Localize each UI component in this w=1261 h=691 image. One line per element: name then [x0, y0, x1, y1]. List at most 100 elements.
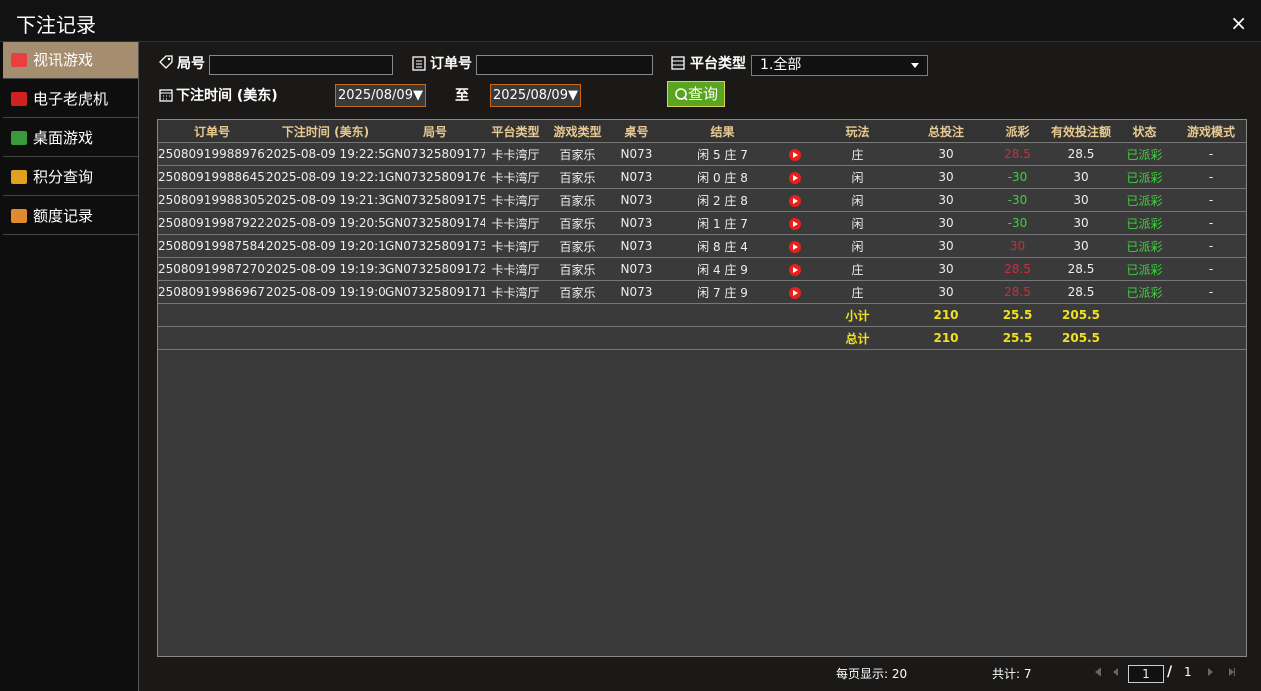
date-to[interactable]: 2025/08/09▼: [490, 84, 581, 107]
cell: GN07325809175: [385, 188, 485, 212]
summary-total: 210: [906, 303, 986, 327]
record-count: 共计: 7: [992, 667, 1032, 681]
video-cell: [781, 211, 809, 235]
cell: 28.5: [986, 257, 1049, 281]
cell: 250809199883050: [158, 188, 266, 212]
calendar-icon: [159, 89, 173, 102]
column-header: 平台类型: [485, 120, 546, 143]
table-row: 250809199886452 2025-08-09 19:22:12 GN0732…: [158, 165, 1246, 189]
cell: 250809199879224: [158, 211, 266, 235]
sidebar-item[interactable]: 积分查询: [3, 159, 138, 196]
icon-column-header: [781, 120, 809, 143]
sidebar-item[interactable]: 额度记录: [3, 198, 138, 235]
platform-label: 平台类型: [690, 56, 746, 72]
cell: GN07325809177: [385, 142, 485, 166]
title: 下注记录: [16, 13, 96, 37]
doc-icon: [412, 56, 426, 71]
page-input[interactable]: 1: [1128, 665, 1164, 683]
cell: 百家乐: [546, 188, 609, 212]
sidebar-icon: [11, 131, 27, 145]
column-header: 总投注: [906, 120, 986, 143]
cell: 30: [906, 257, 986, 281]
cell: 2025-08-09 19:20:15: [266, 234, 385, 258]
cell: 250809199889769: [158, 142, 266, 166]
cell: 28.5: [986, 280, 1049, 304]
sidebar-item[interactable]: 视讯游戏: [3, 42, 138, 79]
cell: N073: [609, 165, 664, 189]
search-button[interactable]: 查询: [667, 81, 725, 107]
video-cell: [781, 165, 809, 189]
sidebar-label: 积分查询: [33, 168, 94, 186]
time-label: 下注时间 (美东): [176, 88, 278, 104]
summary-payout: 25.5: [986, 326, 1049, 350]
video-button[interactable]: [789, 286, 801, 299]
cell: 庄: [809, 257, 906, 281]
column-header: 结果: [664, 120, 781, 143]
video-button[interactable]: [789, 240, 801, 253]
cell: 卡卡湾厅: [485, 211, 546, 235]
cell: 30: [906, 142, 986, 166]
sidebar: 视讯游戏 电子老虎机桌面游戏积分查询额度记录: [0, 42, 139, 691]
order-label: 订单号: [430, 56, 472, 72]
cell: 30: [906, 280, 986, 304]
video-button[interactable]: [789, 148, 801, 161]
cell: GN07325809171: [385, 280, 485, 304]
cell: -: [1176, 188, 1246, 212]
cell: 2025-08-09 19:21:35: [266, 188, 385, 212]
cell: 闲: [809, 165, 906, 189]
video-cell: [781, 280, 809, 304]
video-button[interactable]: [789, 171, 801, 184]
table-row: 250809199869677 2025-08-09 19:19:02 GN0732…: [158, 280, 1246, 304]
close-button[interactable]: ×: [1230, 11, 1247, 35]
cell: 百家乐: [546, 142, 609, 166]
cell: 闲 5 庄 7: [664, 142, 781, 166]
cell: 已派彩: [1113, 188, 1176, 212]
cell: 2025-08-09 19:19:02: [266, 280, 385, 304]
cell: 30: [986, 234, 1049, 258]
video-cell: [781, 257, 809, 281]
date-from[interactable]: 2025/08/09▼: [335, 84, 426, 107]
cell: 闲: [809, 211, 906, 235]
cell: 已派彩: [1113, 257, 1176, 281]
cell: -: [1176, 234, 1246, 258]
prev-buttons[interactable]: [1095, 667, 1125, 677]
next-buttons[interactable]: [1207, 667, 1239, 677]
cell: 30: [906, 165, 986, 189]
dropdown-arrow: [911, 63, 919, 68]
order-input[interactable]: [476, 55, 653, 75]
column-header: 有效投注额: [1049, 120, 1113, 143]
cell: GN07325809176: [385, 165, 485, 189]
cell: 250809199875840: [158, 234, 266, 258]
cell: -: [1176, 280, 1246, 304]
cell: -: [1176, 257, 1246, 281]
cell: 250809199872700: [158, 257, 266, 281]
cell: 闲 8 庄 4: [664, 234, 781, 258]
page-separator: /: [1167, 664, 1173, 680]
header-row: 订单号 下注时间 (美东) 局号 平台类型 游戏类型 桌号 结果 玩法 总投注 派彩 有效投注额 状态…: [158, 120, 1246, 143]
cell: 30: [906, 188, 986, 212]
search-text: 查询: [687, 85, 718, 103]
sidebar-icon: [11, 170, 27, 184]
video-button[interactable]: [789, 217, 801, 230]
sidebar-item[interactable]: 桌面游戏: [3, 120, 138, 157]
summary-label: 总计: [809, 326, 906, 350]
cell: 百家乐: [546, 280, 609, 304]
cell: 百家乐: [546, 165, 609, 189]
sidebar-label: 桌面游戏: [33, 129, 94, 147]
cell: 已派彩: [1113, 211, 1176, 235]
sidebar-item[interactable]: 电子老虎机: [3, 81, 138, 118]
video-button[interactable]: [789, 263, 801, 276]
video-cell: [781, 142, 809, 166]
page-total: 1: [1184, 665, 1192, 679]
cell: 庄: [809, 142, 906, 166]
round-input[interactable]: [209, 55, 393, 75]
cell: 庄: [809, 280, 906, 304]
table-row: 250809199879224 2025-08-09 19:20:52 GN0732…: [158, 211, 1246, 235]
cell: 30: [906, 211, 986, 235]
summary-label: 小计: [809, 303, 906, 327]
video-button[interactable]: [789, 194, 801, 207]
column-header: 状态: [1113, 120, 1176, 143]
platform-select[interactable]: 1.全部: [751, 55, 928, 76]
tag-icon: [159, 55, 173, 69]
cell: 闲 2 庄 8: [664, 188, 781, 212]
